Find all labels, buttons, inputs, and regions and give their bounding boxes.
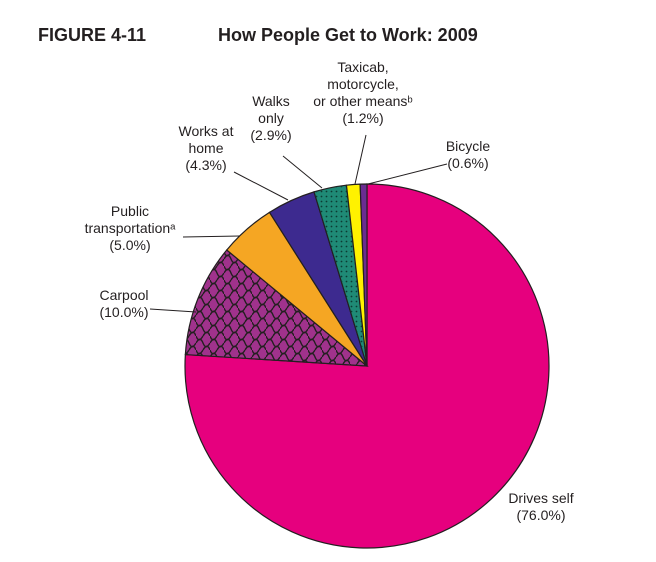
slice-bicycle [359,183,368,367]
leader-line-taxicab-motorcycle-other [354,134,367,185]
label-public-transportation: Public transportationᵃ (5.0%) [85,203,177,253]
leader-line-walks-only [282,155,323,189]
leader-line-bicycle [367,163,448,185]
slice-pattern-walks-only [314,185,367,366]
slice-drives-self [184,183,550,549]
label-works-at-home: Works at home (4.3%) [179,123,234,173]
figure-number: FIGURE 4-11 [38,25,146,45]
leader-line-carpool [149,308,197,313]
label-bicycle: Bicycle (0.6%) [446,138,491,171]
label-walks-only: Walks only (2.9%) [250,93,291,143]
label-taxicab-motorcycle-other: Taxicab, motorcycle, or other meansᵇ (1.2%) [313,59,412,126]
chart-title: How People Get to Work: 2009 [218,25,478,45]
leader-line-public-transportation [182,235,241,238]
label-carpool: Carpool (10.0%) [99,287,148,320]
leader-line-works-at-home [233,171,289,201]
label-drives-self: Drives self (76.0%) [508,490,573,523]
slice-pattern-carpool [185,249,367,366]
